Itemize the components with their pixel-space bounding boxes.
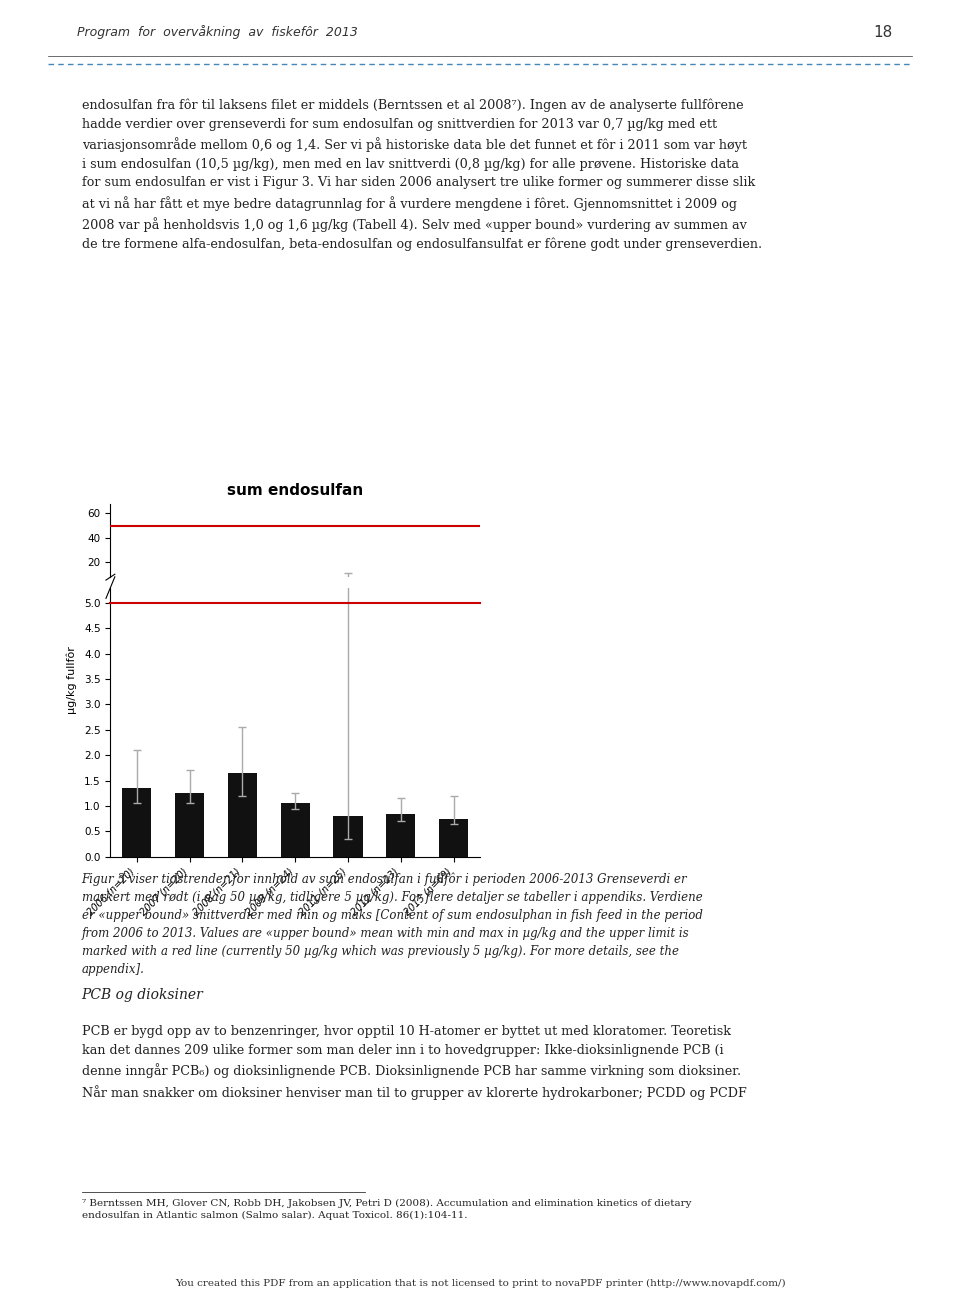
Text: Program  for  overvåkning  av  fiskefôr  2013: Program for overvåkning av fiskefôr 2013: [77, 25, 358, 39]
Bar: [439, 819, 468, 857]
Bar: [228, 585, 257, 587]
Bar: [386, 814, 416, 857]
Bar: [333, 816, 363, 857]
Text: endosulfan fra fôr til laksens filet er middels (Berntssen et al 2008⁷). Ingen a: endosulfan fra fôr til laksens filet er …: [82, 98, 761, 251]
Text: µg/kg fullfôr: µg/kg fullfôr: [67, 646, 77, 714]
Text: PCB og dioksiner: PCB og dioksiner: [82, 989, 204, 1002]
Text: ⁷ Berntssen MH, Glover CN, Robb DH, Jakobsen JV, Petri D (2008). Accumulation an: ⁷ Berntssen MH, Glover CN, Robb DH, Jako…: [82, 1198, 691, 1219]
Text: You created this PDF from an application that is not licensed to print to novaPD: You created this PDF from an application…: [175, 1279, 785, 1287]
Title: sum endosulfan: sum endosulfan: [228, 483, 363, 498]
Text: PCB er bygd opp av to benzenringer, hvor opptil 10 H-atomer er byttet ut med klo: PCB er bygd opp av to benzenringer, hvor…: [82, 1025, 746, 1100]
Bar: [175, 586, 204, 587]
Bar: [122, 789, 152, 857]
Text: Figur 3 viser tidstrender for innhold av sum endosulfan i fullfôr i perioden 200: Figur 3 viser tidstrender for innhold av…: [82, 872, 703, 976]
Bar: [175, 793, 204, 857]
Text: 18: 18: [874, 25, 893, 39]
Bar: [280, 803, 310, 857]
Bar: [228, 773, 257, 857]
Bar: [122, 585, 152, 587]
